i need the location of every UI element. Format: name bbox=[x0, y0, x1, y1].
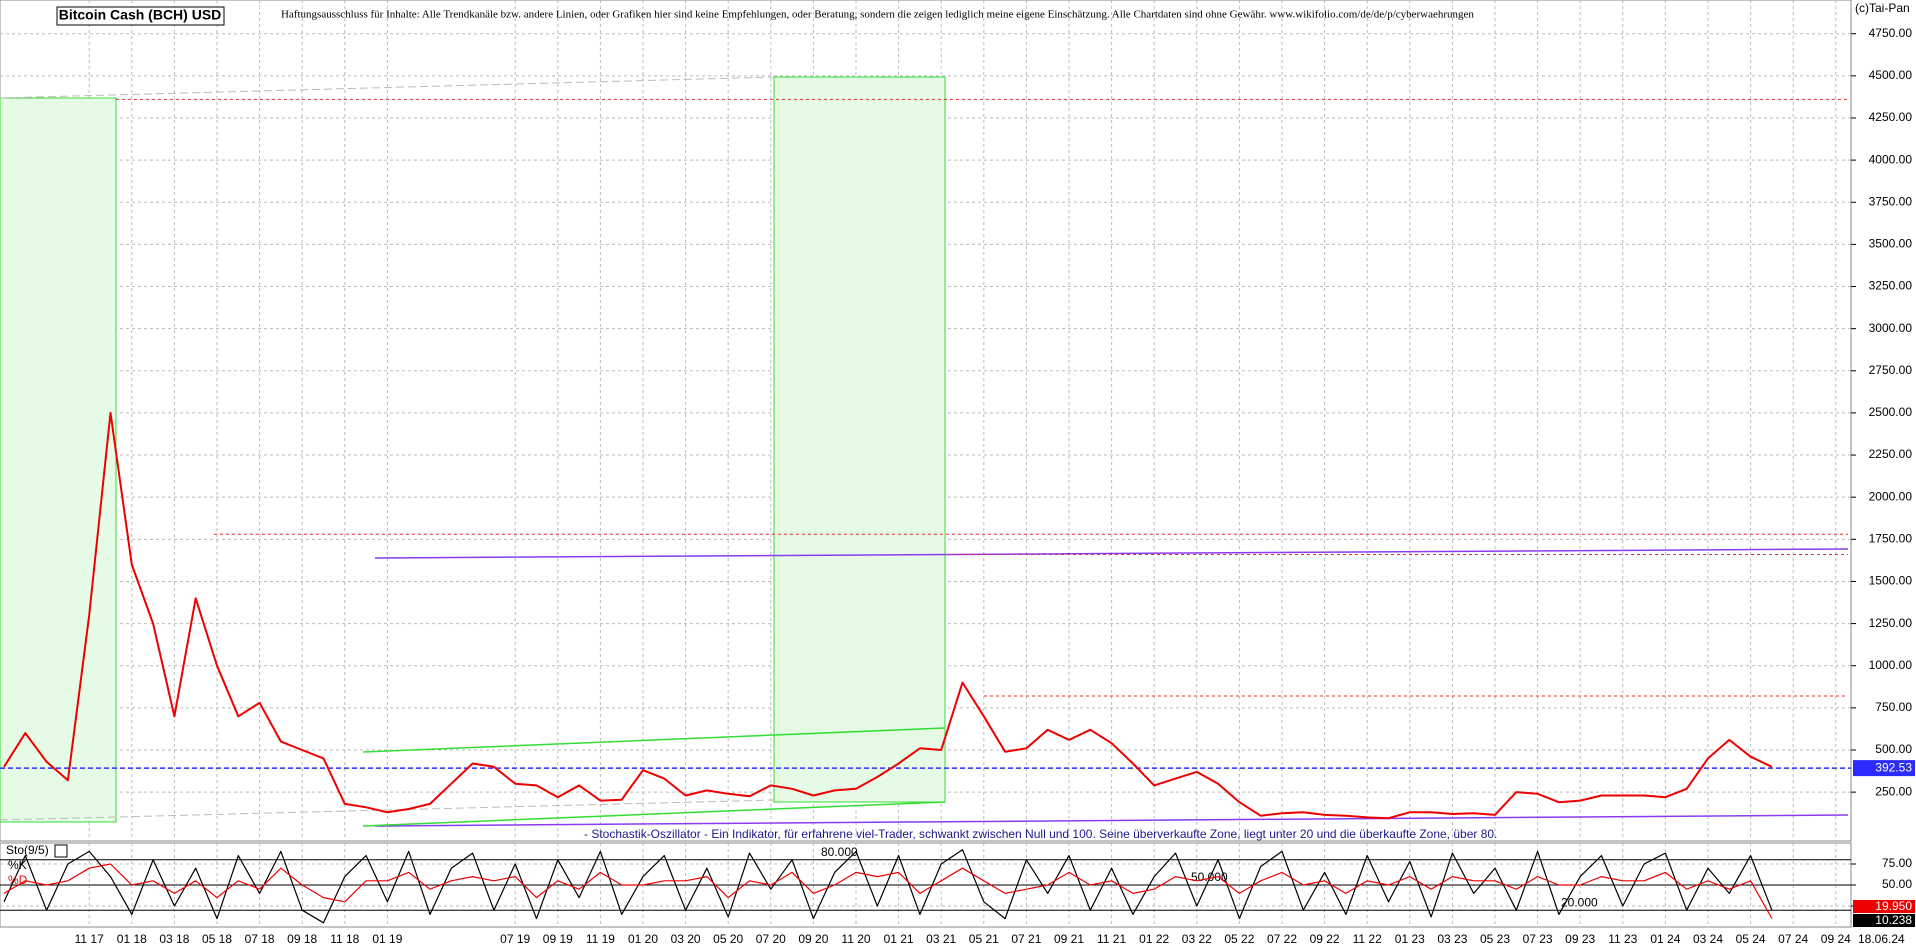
y-tick-label: 3750.00 bbox=[1869, 194, 1913, 208]
y-tick-label: 3250.00 bbox=[1869, 279, 1913, 293]
last-value-label: 10.238 bbox=[1875, 913, 1912, 927]
legend-entry: %K bbox=[8, 858, 27, 872]
series-line bbox=[3, 849, 1773, 924]
y-tick-label: 75.00 bbox=[1882, 856, 1912, 870]
x-tick-label: 11 22 bbox=[1353, 932, 1382, 946]
x-tick-label: 03 22 bbox=[1182, 932, 1212, 946]
title-box bbox=[56, 6, 225, 26]
x-tick-label: 01 19 bbox=[372, 932, 402, 946]
y-tick-label: 750.00 bbox=[1875, 700, 1912, 714]
trend-line bbox=[374, 814, 1849, 827]
x-tick-label: 11 20 bbox=[841, 932, 870, 946]
x-tick-label: 01 20 bbox=[628, 932, 658, 946]
last-price-label: 392.53 bbox=[1875, 760, 1912, 774]
x-tick-label: 01 23 bbox=[1395, 932, 1425, 946]
x-tick-label: 05 23 bbox=[1480, 932, 1510, 946]
x-tick-label: 11 23 bbox=[1608, 932, 1637, 946]
x-tick-label: 05 20 bbox=[713, 932, 743, 946]
chart-title: Bitcoin Cash (BCH) USD bbox=[59, 7, 222, 23]
zone bbox=[773, 76, 946, 803]
x-tick-label: 11 17 bbox=[75, 932, 104, 946]
x-tick-label: 05 22 bbox=[1224, 932, 1254, 946]
x-tick-label: 07 22 bbox=[1267, 932, 1297, 946]
x-tick-label: 03 21 bbox=[926, 932, 956, 946]
series-line bbox=[3, 411, 1773, 820]
annotation: - Stochastik-Oszillator - Ein Indikator,… bbox=[584, 827, 1497, 841]
y-tick-label: 1250.00 bbox=[1869, 616, 1913, 630]
level-label: 80.000 bbox=[821, 845, 858, 859]
x-tick-label: 09 23 bbox=[1565, 932, 1595, 946]
marks: 11 17 01 18 03 18 05 18 07 18 09 18 11 18 01 19… bbox=[0, 26, 1915, 946]
y-tick-label: 1750.00 bbox=[1869, 531, 1913, 545]
trend-line bbox=[362, 727, 946, 753]
x-tick-label: 03 20 bbox=[671, 932, 701, 946]
x-tick-label: 05 24 bbox=[1736, 932, 1766, 946]
x-tick-label: 07 18 bbox=[245, 932, 275, 946]
zone bbox=[0, 97, 117, 823]
trend-line bbox=[0, 76, 775, 99]
indicator-title: Sto(9/5) bbox=[6, 843, 49, 857]
x-tick-label: 11 19 bbox=[586, 932, 615, 946]
x-tick-label: 03 24 bbox=[1693, 932, 1723, 946]
y-tick-label: 1000.00 bbox=[1869, 658, 1913, 672]
y-tick-label: 3000.00 bbox=[1869, 321, 1913, 335]
date: 18.06.24 bbox=[1858, 932, 1905, 946]
x-tick-label: 01 21 bbox=[884, 932, 914, 946]
x-tick-label: 09 20 bbox=[798, 932, 828, 946]
x-tick-label: 05 21 bbox=[969, 932, 999, 946]
y-tick-label: 2500.00 bbox=[1869, 405, 1913, 419]
y-tick-label: 1500.00 bbox=[1869, 574, 1913, 588]
last-value-box bbox=[1853, 914, 1915, 927]
y-tick-label: 4750.00 bbox=[1869, 26, 1913, 40]
trend-line bbox=[374, 548, 1849, 559]
x-tick-label: 03 23 bbox=[1437, 932, 1467, 946]
disclaimer: Haftungsausschluss für Inhalte: Alle Tre… bbox=[281, 9, 1474, 21]
y-tick-label: 4500.00 bbox=[1869, 68, 1913, 82]
y-tick-label: 500.00 bbox=[1875, 742, 1912, 756]
y-tick-label: 2000.00 bbox=[1869, 489, 1913, 503]
x-tick-label: 09 22 bbox=[1310, 932, 1340, 946]
y-tick-label: 2750.00 bbox=[1869, 363, 1913, 377]
x-tick-label: 07 19 bbox=[500, 932, 530, 946]
x-tick-label: 07 23 bbox=[1523, 932, 1553, 946]
x-tick-label: 09 21 bbox=[1054, 932, 1084, 946]
legend-entry: %D bbox=[8, 873, 28, 887]
level-label-bg bbox=[1559, 897, 1603, 910]
last-value-box bbox=[1853, 900, 1915, 913]
y-tick-label: 50.00 bbox=[1882, 877, 1912, 891]
y-tick-label: 4250.00 bbox=[1869, 110, 1913, 124]
trend-line bbox=[362, 801, 946, 827]
x-tick-label: 09 19 bbox=[543, 932, 573, 946]
x-tick-label: 09 18 bbox=[287, 932, 317, 946]
x-tick-label: 07 24 bbox=[1778, 932, 1808, 946]
x-tick-label: 07 21 bbox=[1011, 932, 1041, 946]
x-tick-label: 09 24 bbox=[1821, 932, 1851, 946]
level-label: 20.000 bbox=[1561, 895, 1598, 909]
y-tick-label: 3500.00 bbox=[1869, 237, 1913, 251]
trend-line bbox=[0, 799, 775, 821]
x-tick-label: 01 18 bbox=[117, 932, 147, 946]
last-price-box bbox=[1853, 760, 1915, 777]
x-tick-label: 11 18 bbox=[330, 932, 359, 946]
x-tick-label: 01 22 bbox=[1139, 932, 1169, 946]
x-tick-label: 11 21 bbox=[1097, 932, 1126, 946]
last-value-label: 19.950 bbox=[1875, 899, 1912, 913]
x-tick-label: 03 18 bbox=[159, 932, 189, 946]
x-tick-label: 05 18 bbox=[202, 932, 232, 946]
x-tick-label: 07 20 bbox=[756, 932, 786, 946]
source: (c)Tai-Pan bbox=[1855, 1, 1910, 15]
series-line bbox=[3, 863, 1773, 919]
x-tick-label: 01 24 bbox=[1650, 932, 1680, 946]
y-tick-label: 250.00 bbox=[1875, 784, 1912, 798]
y-tick-label: 2250.00 bbox=[1869, 447, 1913, 461]
y-tick-label: 4000.00 bbox=[1869, 152, 1913, 166]
expand-button[interactable] bbox=[54, 844, 68, 858]
